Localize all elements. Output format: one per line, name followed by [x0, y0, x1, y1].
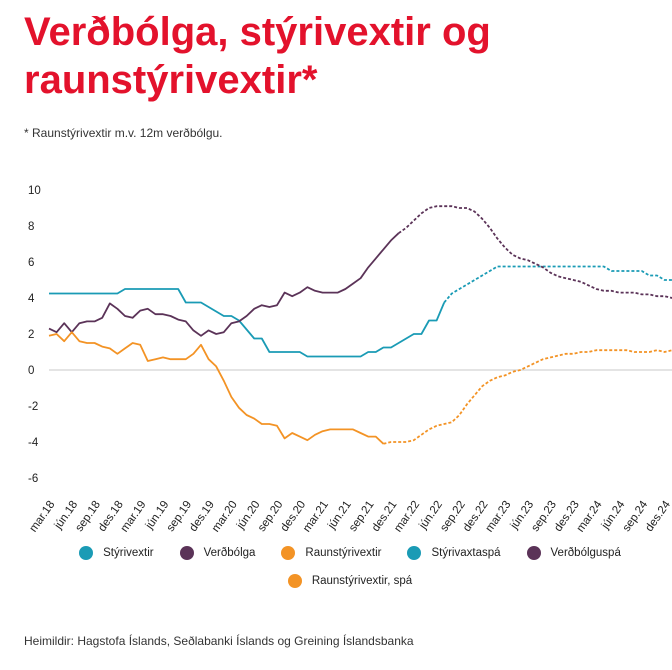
- legend-label: Verðbólguspá: [550, 547, 621, 559]
- y-tick-label: 0: [28, 365, 34, 377]
- legend-item: Stýrivaxtaspá: [407, 546, 501, 560]
- y-tick-label: 8: [28, 221, 34, 233]
- legend-marker-icon: [79, 546, 94, 560]
- y-tick-label: 10: [28, 185, 41, 197]
- x-tick-label: mar.24: [575, 498, 605, 534]
- x-tick-label: des.24: [643, 498, 672, 534]
- legend-label: Verðbólga: [203, 547, 256, 559]
- x-axis-ticks: mar.18jún.18sep.18des.18mar.19jún.19sep.…: [27, 498, 672, 534]
- series-line-6: [383, 349, 672, 445]
- legend-label: Raunstýrivextir: [305, 547, 382, 559]
- legend-item: Raunstýrivextir, spá: [287, 574, 413, 588]
- legend-item: Verðbólga: [179, 546, 256, 560]
- series-line-5: [398, 205, 672, 299]
- legend-marker-icon: [407, 546, 422, 560]
- legend-item: Verðbólguspá: [526, 546, 621, 560]
- y-tick-label: 6: [28, 257, 34, 269]
- y-axis-ticks: 10 8 6 4 2 0 -2 -4 -6: [28, 185, 41, 485]
- chart-footnote: * Raunstýrivextir m.v. 12m verðbólgu.: [24, 126, 223, 140]
- legend-item: Raunstýrivextir: [281, 546, 381, 560]
- legend-marker-icon: [526, 546, 541, 560]
- series-line-3: [48, 331, 385, 445]
- chart-legend: Stýrivextir Verðbólga Raunstýrivextir Stýri…: [60, 546, 640, 588]
- y-tick-label: 2: [28, 329, 34, 341]
- x-tick-label: mar.18: [27, 499, 57, 535]
- series-line-4: [443, 265, 672, 304]
- y-tick-label: -4: [28, 437, 39, 449]
- legend-label: Stýrivextir: [103, 547, 154, 559]
- y-tick-label: -6: [28, 473, 38, 485]
- chart-title: Verðbólga, stýrivextir og raunstýrivexti…: [24, 10, 491, 102]
- source-note: Heimildir: Hagstofa Íslands, Seðlabanki …: [24, 634, 414, 648]
- legend-marker-icon: [281, 546, 296, 560]
- y-tick-label: -2: [28, 401, 38, 413]
- series-line-1: [49, 288, 446, 358]
- y-tick-label: 4: [28, 293, 35, 305]
- legend-label: Stýrivaxtaspá: [431, 547, 501, 559]
- line-chart: 10 8 6 4 2 0 -2 -4 -6 mar.18jún.18sep.18des.18ma…: [27, 185, 672, 535]
- series-line-2: [48, 232, 400, 337]
- legend-label: Raunstýrivextir, spá: [311, 575, 413, 587]
- legend-marker-icon: [287, 574, 302, 588]
- legend-marker-icon: [179, 546, 194, 560]
- legend-item: Stýrivextir: [79, 546, 154, 560]
- series-lines: [48, 205, 672, 445]
